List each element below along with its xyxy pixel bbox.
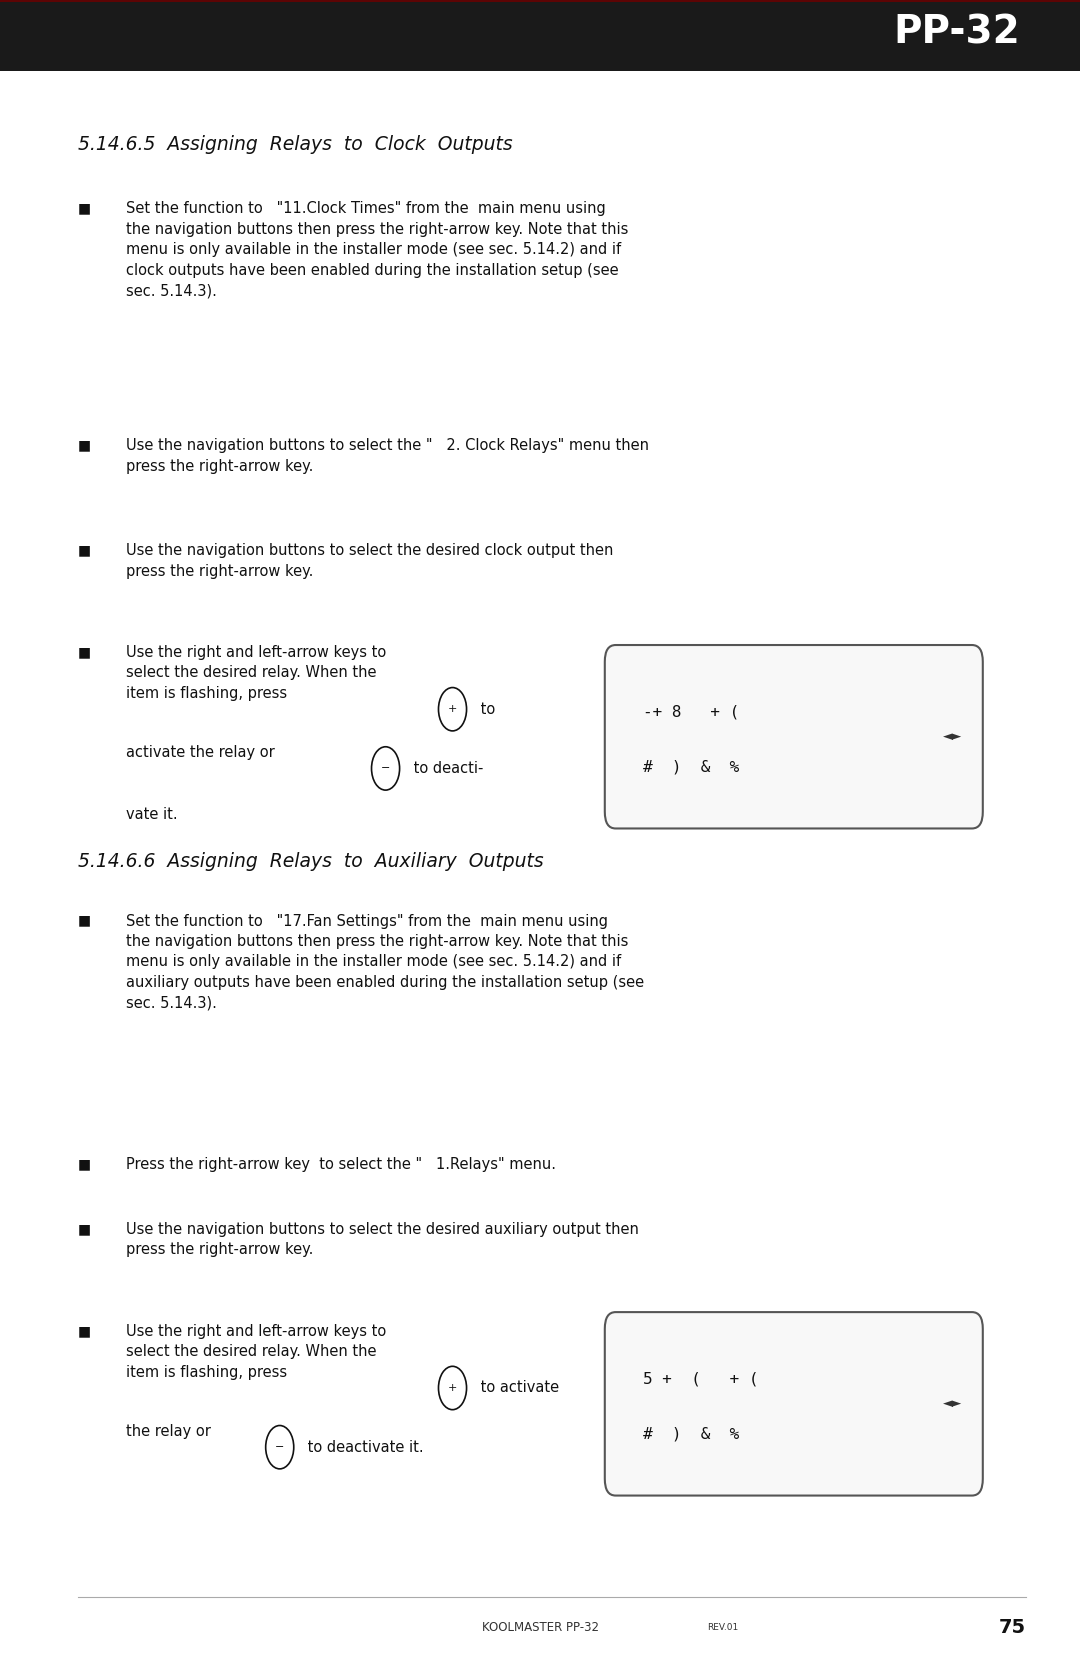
Text: the relay or: the relay or: [126, 1424, 212, 1439]
Text: Use the navigation buttons to select the desired auxiliary output then
press the: Use the navigation buttons to select the…: [126, 1222, 639, 1257]
Text: Use the navigation buttons to select the desired clock output then
press the rig: Use the navigation buttons to select the…: [126, 544, 613, 579]
Text: activate the relay or: activate the relay or: [126, 744, 275, 759]
Text: to activate: to activate: [476, 1380, 559, 1395]
Text: Use the right and left-arrow keys to
select the desired relay. When the
item is : Use the right and left-arrow keys to sel…: [126, 644, 387, 701]
Text: +: +: [448, 1384, 457, 1394]
FancyBboxPatch shape: [0, 0, 1080, 72]
Text: 5.14.6.6  Assigning  Relays  to  Auxiliary  Outputs: 5.14.6.6 Assigning Relays to Auxiliary O…: [78, 851, 543, 871]
Text: ■: ■: [78, 913, 91, 928]
Text: ■: ■: [78, 1157, 91, 1172]
Text: #  )  &  %: # ) & %: [643, 759, 739, 774]
Text: ■: ■: [78, 644, 91, 659]
Text: −: −: [381, 763, 390, 773]
Text: PP-32: PP-32: [894, 13, 1021, 52]
Text: to deacti-: to deacti-: [409, 761, 484, 776]
Text: vate it.: vate it.: [126, 806, 178, 821]
Text: 75: 75: [999, 1617, 1026, 1637]
FancyBboxPatch shape: [605, 1312, 983, 1495]
Text: 5 +  (   + (: 5 + ( + (: [643, 1372, 758, 1387]
Text: +: +: [448, 704, 457, 714]
Text: ■: ■: [78, 1222, 91, 1237]
FancyBboxPatch shape: [605, 644, 983, 828]
Text: Set the function to   "17.Fan Settings" from the  main menu using
the navigation: Set the function to "17.Fan Settings" fr…: [126, 913, 645, 1010]
Text: ◄►: ◄►: [943, 731, 962, 743]
Text: ■: ■: [78, 544, 91, 557]
Text: Press the right-arrow key  to select the "   1.Relays" menu.: Press the right-arrow key to select the …: [126, 1157, 556, 1172]
Text: to deactivate it.: to deactivate it.: [303, 1440, 424, 1455]
Text: #  )  &  %: # ) & %: [643, 1427, 739, 1442]
Text: REV.01: REV.01: [707, 1622, 739, 1632]
Text: Set the function to   "11.Clock Times" from the  main menu using
the navigation : Set the function to "11.Clock Times" fro…: [126, 202, 629, 299]
Text: KOOLMASTER PP-32: KOOLMASTER PP-32: [482, 1621, 598, 1634]
Text: Use the right and left-arrow keys to
select the desired relay. When the
item is : Use the right and left-arrow keys to sel…: [126, 1324, 387, 1380]
Text: to: to: [476, 701, 496, 716]
Text: ■: ■: [78, 1324, 91, 1339]
Text: ■: ■: [78, 202, 91, 215]
Text: Use the navigation buttons to select the "   2. Clock Relays" menu then
press th: Use the navigation buttons to select the…: [126, 439, 649, 474]
Text: ◄►: ◄►: [943, 1397, 962, 1410]
Text: -+ 8   + (: -+ 8 + (: [643, 704, 739, 719]
Text: 5.14.6.5  Assigning  Relays  to  Clock  Outputs: 5.14.6.5 Assigning Relays to Clock Outpu…: [78, 135, 512, 154]
Text: −: −: [275, 1442, 284, 1452]
Text: ■: ■: [78, 439, 91, 452]
